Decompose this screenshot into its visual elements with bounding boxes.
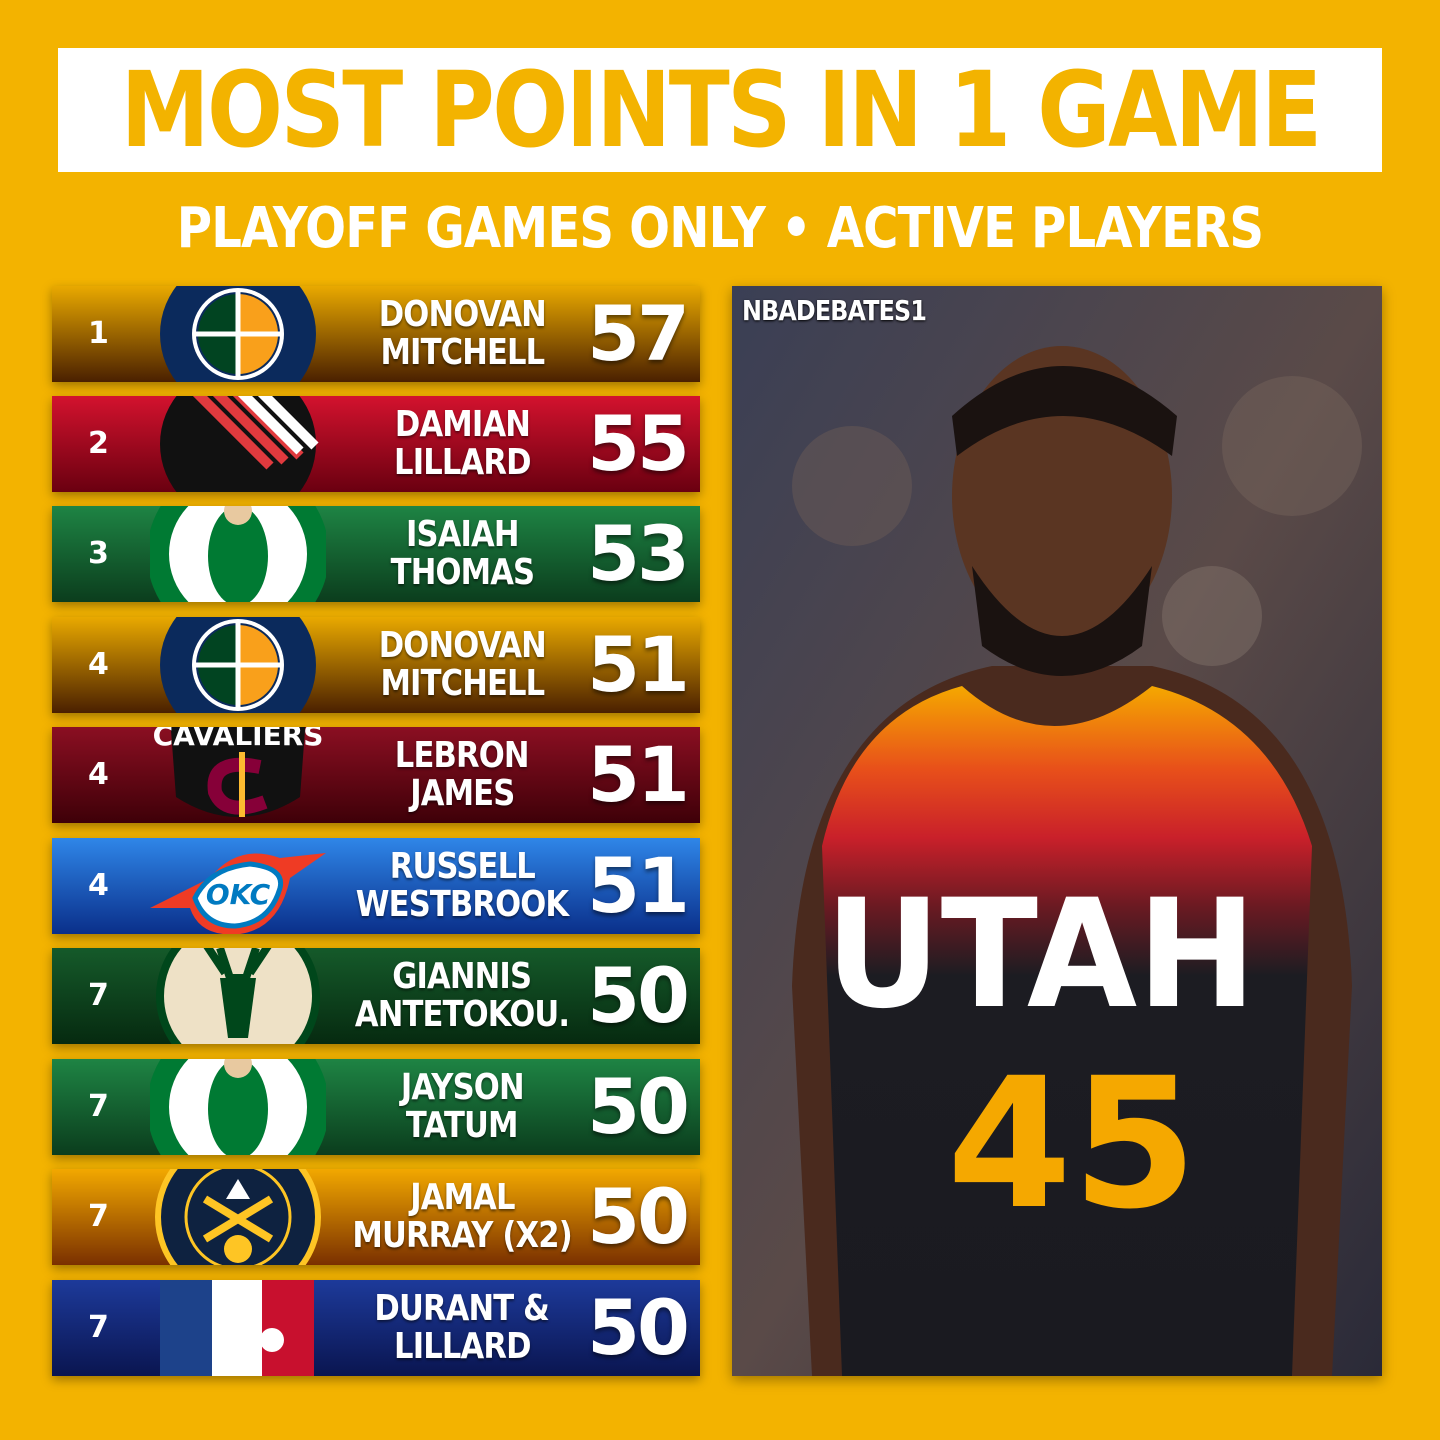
player-photo-illustration: UTAH 45	[732, 286, 1382, 1376]
points: 50	[587, 1283, 690, 1372]
player-last-name: TATUM	[406, 1105, 519, 1146]
points: 50	[587, 1172, 690, 1261]
player-first-name: DONOVAN	[378, 625, 546, 666]
leaderboard-row: 7 JAMAL MURRAY (X2) 50	[52, 1169, 700, 1265]
points: 51	[587, 620, 690, 709]
player-last-name: MITCHELL	[380, 663, 545, 704]
boston-celtics-logo-icon	[150, 506, 326, 602]
player-name: DONOVAN MITCHELL	[342, 286, 582, 382]
rank: 7	[88, 1089, 109, 1124]
points: 53	[587, 509, 690, 598]
leaderboard-row: 1 DONOVAN MITCHELL 57	[52, 286, 700, 382]
player-first-name: JAMAL	[409, 1177, 515, 1218]
rank: 1	[88, 316, 109, 351]
portland-trail-blazers-logo-icon	[160, 396, 319, 492]
leaderboard-row: 4 CAVALIERS LEBRON JAMES 51	[52, 727, 700, 823]
player-name: ISAIAH THOMAS	[342, 506, 582, 602]
jersey-text: UTAH	[825, 867, 1256, 1042]
player-name: LEBRON JAMES	[342, 727, 582, 823]
rank: 7	[88, 978, 109, 1013]
points: 51	[587, 730, 690, 819]
milwaukee-bucks-logo-icon	[156, 948, 320, 1044]
player-photo: UTAH 45 NBADEBATES1	[732, 286, 1382, 1376]
leaderboard-row: 7 JAYSON TATUM 50	[52, 1059, 700, 1155]
player-first-name: DAMIAN	[394, 404, 530, 445]
denver-nuggets-logo-icon	[155, 1169, 321, 1265]
player-name: JAYSON TATUM	[342, 1059, 582, 1155]
svg-text:CAVALIERS: CAVALIERS	[153, 727, 324, 752]
points: 55	[587, 399, 690, 488]
player-name: JAMAL MURRAY (X2)	[342, 1169, 582, 1265]
rank: 4	[88, 757, 109, 792]
leaderboard-row: 3 ISAIAH THOMAS 53	[52, 506, 700, 602]
player-first-name: RUSSELL	[389, 846, 535, 887]
points: 50	[587, 1062, 690, 1151]
svg-text:OKC: OKC	[206, 878, 271, 911]
player-name: DURANT & LILLARD	[342, 1280, 582, 1376]
player-first-name: DURANT &	[374, 1288, 550, 1329]
title-banner: MOST POINTS IN 1 GAME	[58, 48, 1382, 172]
utah-jazz-logo-icon	[160, 286, 316, 382]
leaderboard-row: 7 DURANT & LILLARD 50	[52, 1280, 700, 1376]
nba-logo-icon	[160, 1280, 314, 1376]
watermark: NBADEBATES1	[742, 294, 927, 327]
player-first-name: DONOVAN	[378, 294, 546, 335]
boston-celtics-logo-icon	[150, 1059, 326, 1155]
jersey-number: 45	[947, 1040, 1198, 1249]
page-subtitle: PLAYOFF GAMES ONLY • ACTIVE PLAYERS	[176, 196, 1264, 261]
cleveland-cavaliers-logo-icon: CAVALIERS	[153, 727, 324, 817]
player-first-name: LEBRON	[395, 735, 530, 776]
leaderboard-row: 4 DONOVAN MITCHELL 51	[52, 617, 700, 713]
rank: 3	[88, 536, 109, 571]
rank: 7	[88, 1310, 109, 1345]
player-last-name: JAMES	[409, 773, 515, 814]
player-name: GIANNIS ANTETOKOU.	[342, 948, 582, 1044]
player-last-name: WESTBROOK	[355, 884, 569, 925]
player-last-name: MITCHELL	[380, 332, 545, 373]
player-name: DONOVAN MITCHELL	[342, 617, 582, 713]
player-name: DAMIAN LILLARD	[342, 396, 582, 492]
player-first-name: JAYSON	[400, 1067, 525, 1108]
leaderboard-row: 7 GIANNIS ANTETOKOU. 50	[52, 948, 700, 1044]
player-first-name: ISAIAH	[405, 514, 520, 555]
utah-jazz-logo-icon	[160, 617, 316, 713]
okc-thunder-logo-icon: OKC	[150, 853, 326, 934]
points: 57	[587, 289, 690, 378]
player-last-name: ANTETOKOU.	[354, 994, 570, 1035]
player-last-name: MURRAY (X2)	[352, 1215, 572, 1256]
leaderboard-row: 4 OKC RUSSELL WESTBROOK 51	[52, 838, 700, 934]
rank: 4	[88, 647, 109, 682]
player-last-name: THOMAS	[390, 552, 534, 593]
player-last-name: LILLARD	[393, 1326, 531, 1367]
player-last-name: LILLARD	[393, 442, 531, 483]
points: 51	[587, 841, 690, 930]
player-name: RUSSELL WESTBROOK	[342, 838, 582, 934]
points: 50	[587, 951, 690, 1040]
player-first-name: GIANNIS	[392, 956, 533, 997]
leaderboard-row: 2 DAMIAN LILLARD 55	[52, 396, 700, 492]
rank: 2	[88, 426, 109, 461]
rank: 4	[88, 868, 109, 903]
page-title: MOST POINTS IN 1 GAME	[120, 49, 1322, 171]
rank: 7	[88, 1199, 109, 1234]
